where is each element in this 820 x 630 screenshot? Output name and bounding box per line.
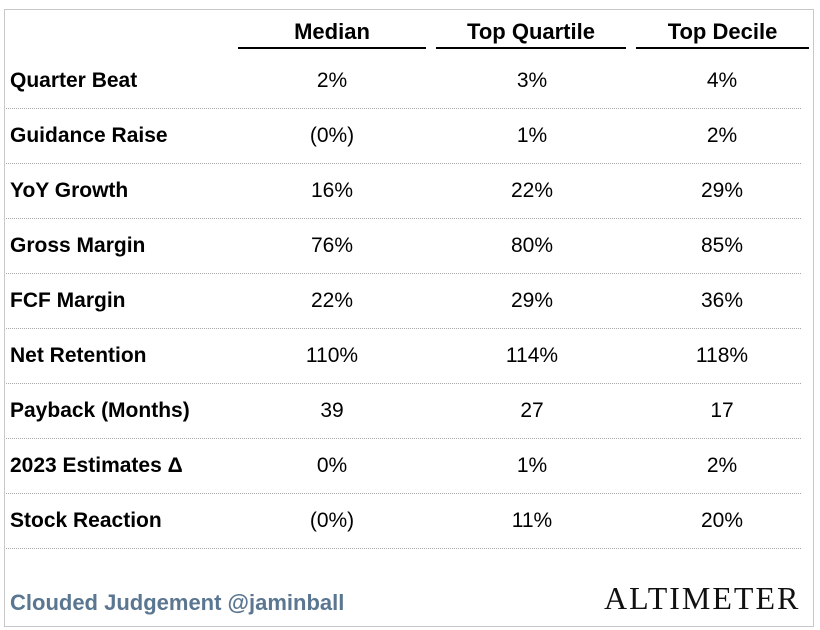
row-label: Quarter Beat (10, 69, 138, 92)
table-cell: (0%) (309, 509, 355, 532)
table-cell: 2% (706, 454, 738, 477)
table-cell: 1% (516, 124, 548, 147)
table-cell: 118% (695, 344, 749, 367)
table-cell: 27 (520, 399, 544, 422)
table-cell: 36% (700, 289, 744, 312)
credit-text: Clouded Judgement @jaminball (10, 590, 345, 615)
table-row: Gross Margin 76% 80% 85% (6, 218, 801, 274)
row-label: Payback (Months) (10, 399, 190, 422)
table-row: YoY Growth 16% 22% 29% (6, 163, 801, 219)
table-cell: 2% (706, 124, 738, 147)
table-row: 2023 Estimates Δ 0% 1% 2% (6, 438, 801, 494)
table-cell: 20% (700, 509, 744, 532)
table-frame (4, 9, 814, 627)
table-cell: 0% (316, 454, 348, 477)
table-cell: 85% (700, 234, 744, 257)
row-label: Stock Reaction (10, 509, 162, 532)
table-cell: 4% (706, 69, 738, 92)
table-cell: 114% (505, 344, 559, 367)
row-label: 2023 Estimates Δ (10, 454, 183, 477)
column-header: Top Quartile (436, 17, 626, 49)
column-header: Top Decile (636, 17, 809, 49)
row-label: YoY Growth (10, 179, 129, 202)
row-label: Guidance Raise (10, 124, 168, 147)
table-cell: 3% (516, 69, 548, 92)
table-cell: 22% (510, 179, 554, 202)
altimeter-logo: ALTIMETER (604, 580, 801, 616)
table-cell: 2% (316, 69, 348, 92)
table-row: Stock Reaction (0%) 11% 20% (6, 493, 801, 549)
table-cell: 16% (310, 179, 354, 202)
row-label: Net Retention (10, 344, 147, 367)
column-header: Median (238, 17, 426, 49)
table-cell: (0%) (309, 124, 355, 147)
table-row: Quarter Beat 2% 3% 4% (6, 53, 801, 109)
table-row: Net Retention 110% 114% 118% (6, 328, 801, 384)
table-cell: 80% (510, 234, 554, 257)
table-cell: 17 (710, 399, 734, 422)
table-cell: 1% (516, 454, 548, 477)
table-cell: 29% (510, 289, 554, 312)
row-label: FCF Margin (10, 289, 126, 312)
table-row: Payback (Months) 39 27 17 (6, 383, 801, 439)
table-cell: 110% (305, 344, 359, 367)
table-row: FCF Margin 22% 29% 36% (6, 273, 801, 329)
table-cell: 29% (700, 179, 744, 202)
table-cell: 76% (310, 234, 354, 257)
table-row: Guidance Raise (0%) 1% 2% (6, 108, 801, 164)
table-cell: 22% (310, 289, 354, 312)
table-cell: 39 (320, 399, 344, 422)
row-label: Gross Margin (10, 234, 146, 257)
table-cell: 11% (511, 509, 553, 532)
